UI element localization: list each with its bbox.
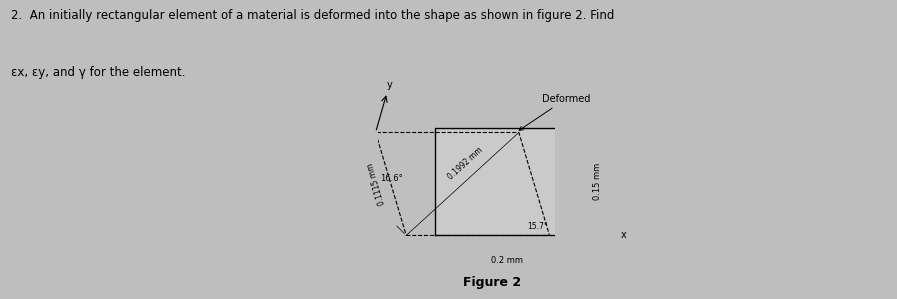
- Polygon shape: [435, 128, 579, 236]
- Text: 0.1992 mm: 0.1992 mm: [447, 145, 484, 181]
- Text: 16.6°: 16.6°: [380, 174, 404, 183]
- Text: Undeformed: Undeformed: [0, 298, 1, 299]
- Text: 15.7°: 15.7°: [527, 222, 548, 231]
- Text: 0.15 mm: 0.15 mm: [593, 163, 602, 200]
- Text: εx, εy, and γ for the element.: εx, εy, and γ for the element.: [11, 66, 186, 79]
- Text: 0.2 mm: 0.2 mm: [491, 256, 523, 265]
- Text: 2.  An initially rectangular element of a material is deformed into the shape as: 2. An initially rectangular element of a…: [11, 9, 614, 22]
- Text: Figure 2: Figure 2: [463, 276, 521, 289]
- Text: Deformed: Deformed: [519, 94, 590, 130]
- Polygon shape: [376, 132, 550, 236]
- Text: y: y: [387, 80, 393, 89]
- Text: x: x: [621, 231, 627, 240]
- Text: 0.1115 mm: 0.1115 mm: [366, 162, 388, 206]
